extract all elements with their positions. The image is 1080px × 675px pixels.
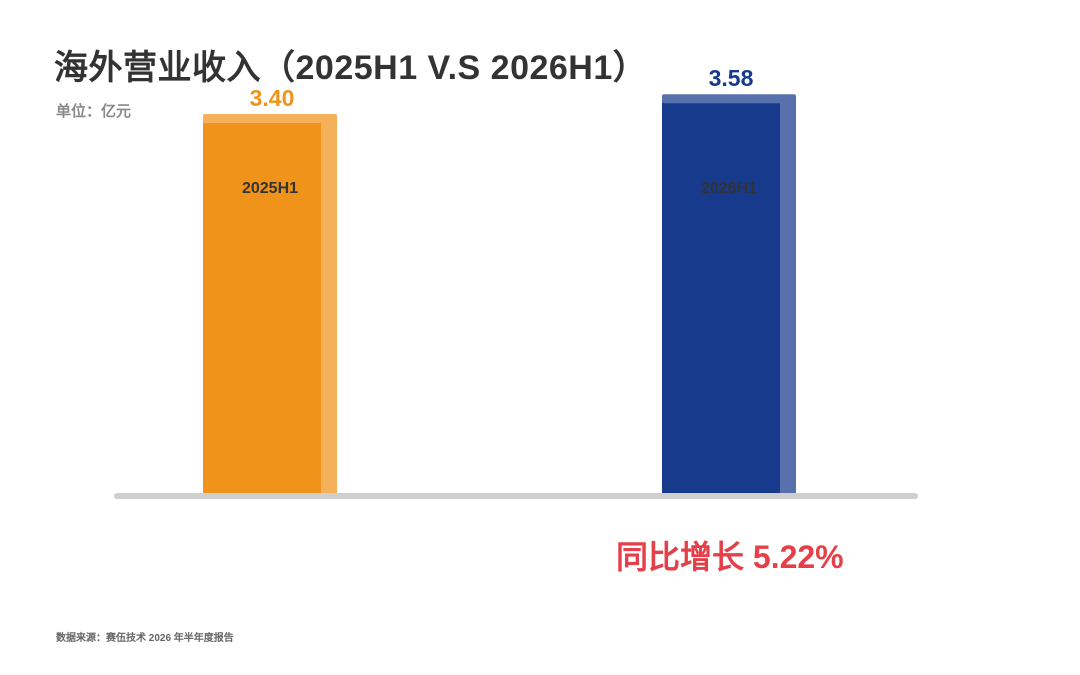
category-label-2025H1: 2025H1 xyxy=(242,180,298,197)
bar-2026H1 xyxy=(662,101,780,495)
data-label-2025H1: 3.40 xyxy=(250,85,295,111)
data-source-note: 数据来源：赛伍技术 2026 年半年度报告 xyxy=(56,633,234,644)
unit-label: 单位：亿元 xyxy=(56,103,132,120)
bar-side-2026H1 xyxy=(780,101,796,495)
bar-cap-2025H1 xyxy=(203,114,337,123)
chart-title: 海外营业收入（2025H1 V.S 2026H1） xyxy=(54,49,648,87)
baseline-axis xyxy=(114,493,918,499)
category-label-2026H1: 2026H1 xyxy=(701,180,757,197)
data-label-2026H1: 3.58 xyxy=(709,65,754,91)
bar-side-2025H1 xyxy=(321,121,337,495)
bar-cap-2026H1 xyxy=(662,94,796,104)
bar-2025H1 xyxy=(203,121,321,495)
growth-annotation: 同比增长 5.22% xyxy=(616,539,844,575)
